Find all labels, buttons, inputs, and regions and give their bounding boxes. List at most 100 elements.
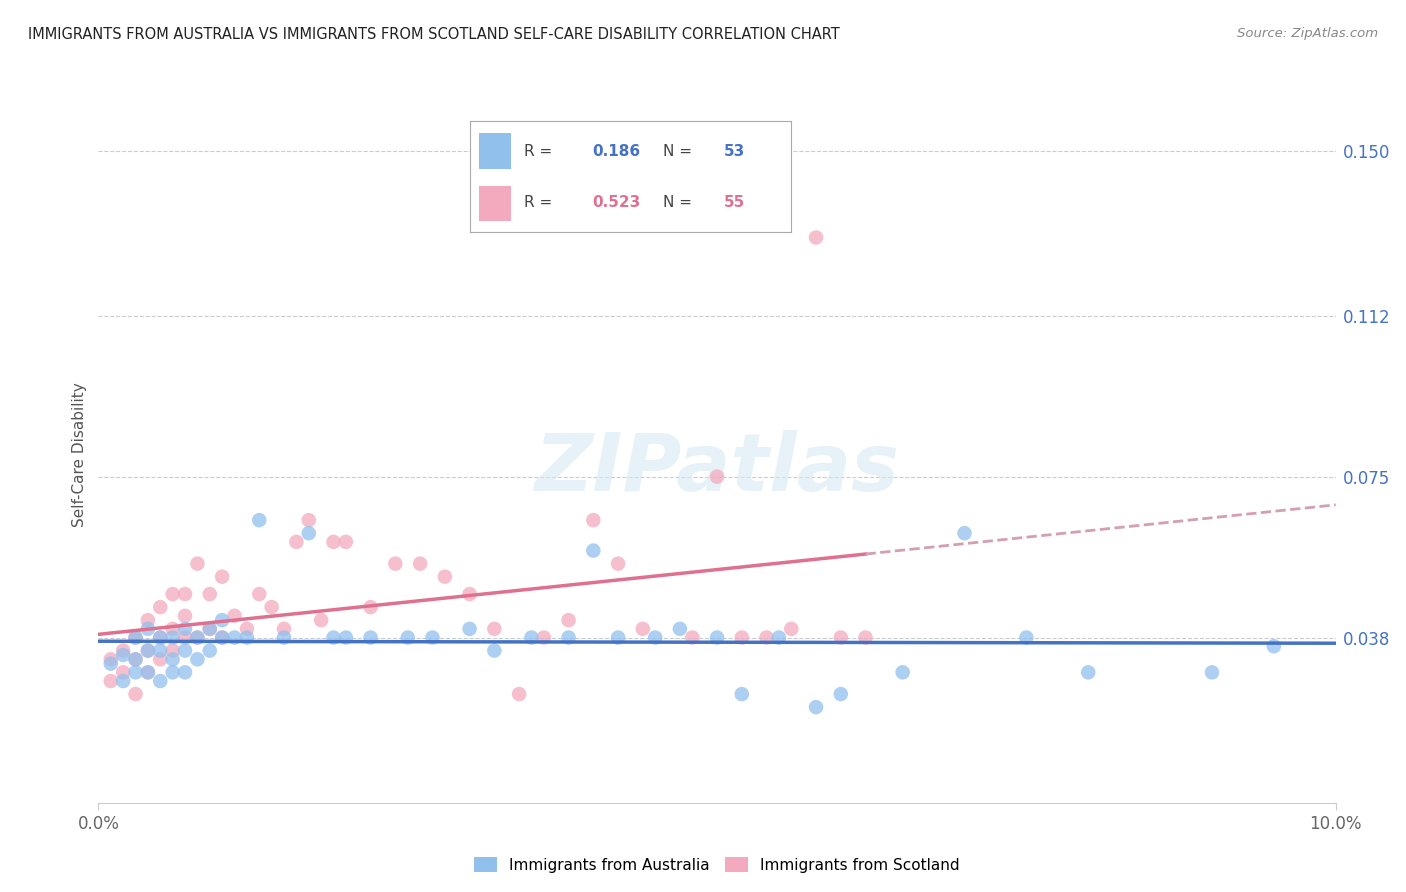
Point bbox=[335, 631, 357, 645]
Point bbox=[149, 631, 172, 645]
Point bbox=[186, 631, 208, 645]
Point bbox=[124, 665, 146, 680]
Point bbox=[100, 674, 122, 689]
Point bbox=[484, 622, 506, 636]
Point bbox=[1077, 665, 1099, 680]
Point bbox=[607, 631, 630, 645]
Point bbox=[830, 687, 852, 701]
Point bbox=[458, 587, 481, 601]
Point bbox=[335, 535, 357, 549]
Point bbox=[174, 608, 197, 623]
Point bbox=[149, 674, 172, 689]
Point bbox=[322, 631, 344, 645]
Point bbox=[433, 570, 456, 584]
Point bbox=[631, 622, 654, 636]
Point bbox=[136, 613, 159, 627]
Point bbox=[162, 622, 184, 636]
Point bbox=[681, 631, 703, 645]
Point bbox=[211, 631, 233, 645]
Point bbox=[162, 652, 184, 666]
Legend: Immigrants from Australia, Immigrants from Scotland: Immigrants from Australia, Immigrants fr… bbox=[468, 850, 966, 879]
Point bbox=[124, 687, 146, 701]
Point bbox=[1015, 631, 1038, 645]
Point bbox=[124, 631, 146, 645]
Point bbox=[112, 648, 135, 662]
Point bbox=[198, 622, 221, 636]
Point bbox=[953, 526, 976, 541]
Point bbox=[211, 631, 233, 645]
Point bbox=[136, 622, 159, 636]
Point bbox=[484, 643, 506, 657]
Point bbox=[360, 600, 382, 615]
Point bbox=[1201, 665, 1223, 680]
Point bbox=[309, 613, 332, 627]
Point bbox=[830, 631, 852, 645]
Point bbox=[891, 665, 914, 680]
Point bbox=[162, 587, 184, 601]
Point bbox=[298, 513, 321, 527]
Point bbox=[855, 631, 877, 645]
Point bbox=[136, 665, 159, 680]
Point bbox=[198, 643, 221, 657]
Point bbox=[186, 652, 208, 666]
Point bbox=[533, 631, 555, 645]
Point bbox=[149, 600, 172, 615]
Point bbox=[198, 622, 221, 636]
Point bbox=[124, 652, 146, 666]
Point bbox=[149, 643, 172, 657]
Point bbox=[755, 631, 778, 645]
Point bbox=[186, 557, 208, 571]
Point bbox=[247, 587, 270, 601]
Point bbox=[273, 622, 295, 636]
Point bbox=[224, 608, 246, 623]
Point bbox=[804, 700, 827, 714]
Point bbox=[149, 652, 172, 666]
Point bbox=[298, 526, 321, 541]
Point bbox=[458, 622, 481, 636]
Point bbox=[557, 613, 579, 627]
Point bbox=[162, 643, 184, 657]
Point bbox=[112, 643, 135, 657]
Point bbox=[224, 631, 246, 645]
Text: Source: ZipAtlas.com: Source: ZipAtlas.com bbox=[1237, 27, 1378, 40]
Text: ZIPatlas: ZIPatlas bbox=[534, 430, 900, 508]
Point bbox=[706, 631, 728, 645]
Point bbox=[422, 631, 444, 645]
Point bbox=[136, 665, 159, 680]
Point bbox=[174, 631, 197, 645]
Point bbox=[174, 643, 197, 657]
Point bbox=[731, 687, 754, 701]
Point bbox=[285, 535, 308, 549]
Point bbox=[508, 687, 530, 701]
Point bbox=[124, 652, 146, 666]
Point bbox=[644, 631, 666, 645]
Text: IMMIGRANTS FROM AUSTRALIA VS IMMIGRANTS FROM SCOTLAND SELF-CARE DISABILITY CORRE: IMMIGRANTS FROM AUSTRALIA VS IMMIGRANTS … bbox=[28, 27, 839, 42]
Point bbox=[322, 535, 344, 549]
Point bbox=[112, 674, 135, 689]
Point bbox=[780, 622, 803, 636]
Point bbox=[607, 557, 630, 571]
Point bbox=[236, 631, 259, 645]
Point bbox=[360, 631, 382, 645]
Point bbox=[162, 631, 184, 645]
Point bbox=[582, 543, 605, 558]
Point bbox=[520, 631, 543, 645]
Point bbox=[247, 513, 270, 527]
Point bbox=[236, 622, 259, 636]
Point bbox=[136, 643, 159, 657]
Point bbox=[100, 657, 122, 671]
Point bbox=[198, 587, 221, 601]
Point bbox=[409, 557, 432, 571]
Point bbox=[112, 665, 135, 680]
Point bbox=[211, 613, 233, 627]
Point bbox=[273, 631, 295, 645]
Point bbox=[136, 643, 159, 657]
Point bbox=[804, 230, 827, 244]
Point bbox=[149, 631, 172, 645]
Point bbox=[731, 631, 754, 645]
Point bbox=[582, 513, 605, 527]
Point bbox=[174, 622, 197, 636]
Point bbox=[174, 665, 197, 680]
Point bbox=[768, 631, 790, 645]
Y-axis label: Self-Care Disability: Self-Care Disability bbox=[72, 383, 87, 527]
